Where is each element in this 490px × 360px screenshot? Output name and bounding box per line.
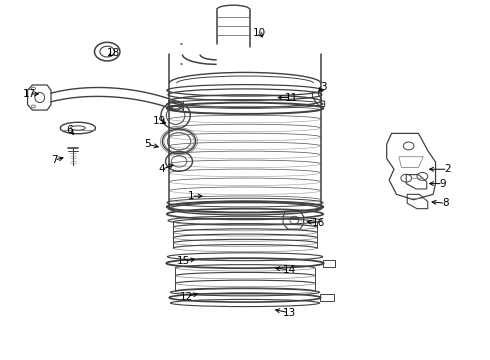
Text: 6: 6	[66, 125, 73, 135]
Text: 14: 14	[282, 265, 295, 275]
Text: 11: 11	[285, 93, 298, 103]
Text: 1: 1	[188, 191, 195, 201]
Text: 9: 9	[440, 179, 446, 189]
Text: 16: 16	[312, 218, 325, 228]
Text: 12: 12	[180, 292, 193, 302]
Text: 5: 5	[144, 139, 150, 149]
Text: 8: 8	[442, 198, 449, 208]
Text: 17: 17	[23, 89, 36, 99]
Text: 19: 19	[153, 116, 166, 126]
Text: 3: 3	[320, 82, 326, 92]
Text: 2: 2	[444, 164, 451, 174]
Text: 4: 4	[159, 164, 165, 174]
Text: 10: 10	[253, 28, 266, 38]
Text: 18: 18	[106, 48, 120, 58]
Text: 13: 13	[282, 308, 295, 318]
Text: 15: 15	[177, 256, 191, 266]
Text: 7: 7	[51, 155, 58, 165]
